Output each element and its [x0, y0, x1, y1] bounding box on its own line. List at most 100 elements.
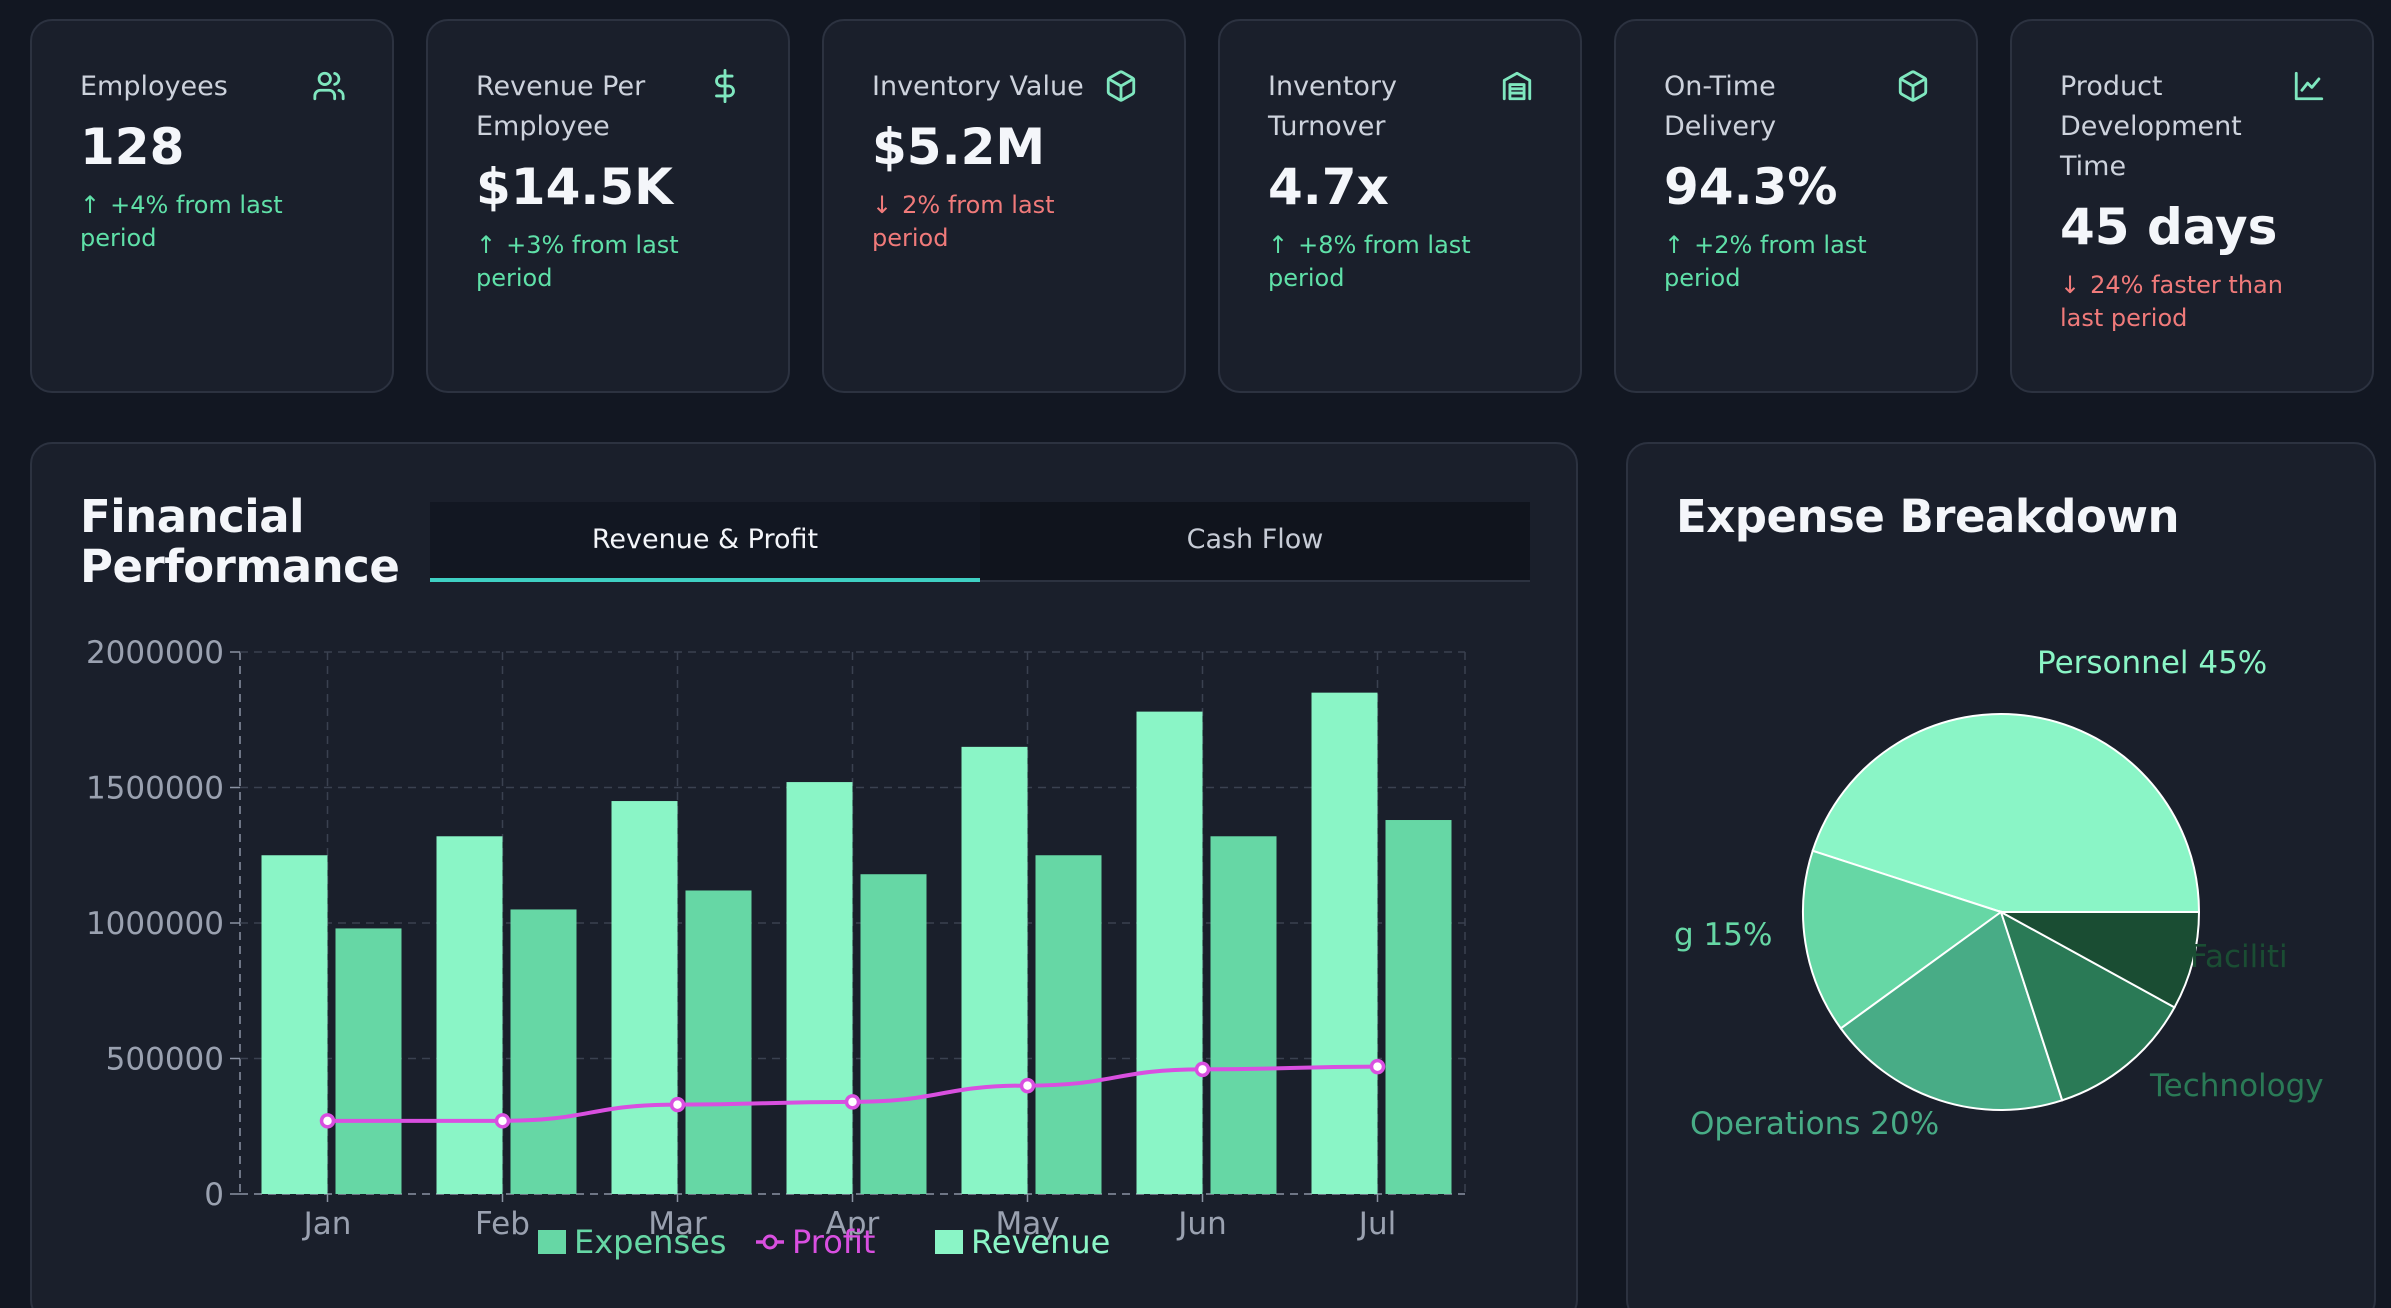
pie-label: g 15%: [1674, 917, 1772, 953]
y-tick-label: 2000000: [86, 635, 224, 671]
users-icon: [313, 71, 345, 101]
tab-cash-flow[interactable]: Cash Flow: [1186, 524, 1324, 555]
pie-slice: [1839, 910, 2064, 1111]
pie-slice: [2000, 911, 2201, 1009]
legend-swatch: [538, 1230, 566, 1254]
panel-title: Expense Breakdown: [1676, 490, 2180, 543]
kpi-change: ↓ 24% faster than last period: [2060, 269, 2320, 335]
arrow-down-icon: ↓: [872, 191, 893, 219]
y-tick-label: 1000000: [86, 906, 224, 942]
bar-expenses: [510, 909, 577, 1194]
pie-label: Faciliti: [2190, 939, 2288, 975]
kpi-card-inventory-value[interactable]: Inventory Value $5.2M ↓ 2% from last peri…: [822, 19, 1186, 393]
legend-swatch-point: [762, 1234, 778, 1250]
kpi-value: 128: [80, 118, 185, 176]
point-profit: [494, 1113, 511, 1129]
pie-slice: [1802, 849, 2004, 1030]
x-tick-label: May: [995, 1206, 1059, 1242]
financial-bar-chart: 0 500000 1000000 1500000 2000000 Jan Feb Mar Apr…: [86, 635, 1466, 1261]
kpi-change-text: 24% faster than last period: [2060, 271, 2283, 332]
y-tick-label: 500000: [106, 1042, 224, 1078]
point-profit: [319, 1113, 336, 1129]
bar-revenue: [1136, 711, 1203, 1194]
kpi-change: ↑ +2% from last period: [1664, 229, 1924, 295]
kpi-card-employees[interactable]: Employees 128 ↑ +4% from last period: [30, 19, 394, 393]
kpi-title: Product Development Time: [2060, 71, 2242, 182]
pie-slice: [1811, 713, 2201, 913]
expense-pie-chart: Personnel 45% g 15% Operations 20% Technolo…: [1674, 645, 2324, 1142]
arrow-up-icon: ↑: [1664, 231, 1685, 259]
legend-label: Expenses: [574, 1223, 726, 1261]
bar-revenue: [961, 746, 1028, 1194]
kpi-change: ↑ +4% from last period: [80, 189, 340, 255]
kpi-card-on-time-delivery[interactable]: On-Time Delivery 94.3% ↑ +2% from last pe…: [1614, 19, 1978, 393]
kpi-value: 94.3%: [1664, 158, 1838, 216]
kpi-title: Inventory Turnover: [1268, 71, 1397, 142]
arrow-up-icon: ↑: [1268, 231, 1289, 259]
kpi-value: 4.7x: [1268, 158, 1389, 216]
tab-bar: Revenue & Profit Cash Flow: [430, 502, 1530, 582]
x-tick-label: Jul: [1357, 1206, 1396, 1242]
line-chart-icon: [2294, 71, 2324, 101]
x-tick-label: Jun: [1176, 1206, 1226, 1242]
kpi-title: Inventory Value: [872, 71, 1084, 102]
bar-expenses: [1385, 820, 1452, 1194]
y-tick-label: 1500000: [86, 771, 224, 807]
kpi-change-text: +3% from last period: [476, 231, 679, 292]
point-profit: [1194, 1061, 1211, 1078]
arrow-down-icon: ↓: [2060, 271, 2081, 299]
box-icon: [1106, 70, 1136, 102]
arrow-up-icon: ↑: [476, 231, 497, 259]
box-icon: [1898, 70, 1928, 102]
kpi-card-product-development-time[interactable]: Product Development Time 45 days ↓ 24% fa…: [2010, 19, 2374, 393]
bar-expenses: [1035, 855, 1102, 1194]
y-tick-label: 0: [204, 1177, 224, 1213]
kpi-change-text: +8% from last period: [1268, 231, 1471, 292]
bar-revenue: [786, 782, 853, 1194]
point-profit: [1019, 1077, 1036, 1094]
x-tick-label: Apr: [826, 1206, 880, 1242]
kpi-change-text: +2% from last period: [1664, 231, 1867, 292]
kpi-change: ↑ +3% from last period: [476, 229, 736, 295]
financial-performance-panel: Financial Performance Revenue & Profit C…: [30, 442, 1578, 1308]
kpi-title: Employees: [80, 71, 228, 102]
point-profit: [1369, 1058, 1386, 1075]
bar-revenue: [611, 801, 678, 1194]
pie-label: Personnel 45%: [2037, 645, 2267, 681]
kpi-change: ↑ +8% from last period: [1268, 229, 1528, 295]
kpi-value: $14.5K: [476, 158, 673, 216]
point-profit: [669, 1096, 686, 1113]
kpi-card-revenue-per-employee[interactable]: Revenue Per Employee $14.5K ↑ +3% from la…: [426, 19, 790, 393]
arrow-up-icon: ↑: [80, 191, 101, 219]
kpi-change-text: 2% from last period: [872, 191, 1055, 252]
pie-slice: [1999, 909, 2176, 1102]
bar-expenses: [335, 928, 402, 1194]
bar-expenses: [1210, 836, 1277, 1194]
kpi-change-text: +4% from last period: [80, 191, 283, 252]
legend-label: Revenue: [971, 1223, 1110, 1261]
x-tick-label: Mar: [648, 1206, 707, 1242]
kpi-title: Revenue Per Employee: [476, 71, 646, 142]
x-tick-label: Feb: [475, 1206, 530, 1242]
bar-expenses: [685, 890, 752, 1194]
warehouse-icon: [1502, 71, 1532, 101]
legend-swatch: [935, 1230, 963, 1254]
bar-revenue: [261, 855, 328, 1194]
pie-label: Operations 20%: [1690, 1106, 1939, 1142]
bar-revenue: [436, 836, 503, 1194]
dollar-icon: [715, 69, 735, 103]
kpi-value: $5.2M: [872, 118, 1046, 176]
pie-label: Technology: [2149, 1068, 2324, 1104]
kpi-card-inventory-turnover[interactable]: Inventory Turnover 4.7x ↑ +8% from last p…: [1218, 19, 1582, 393]
panel-title: Financial Performance: [80, 490, 400, 593]
kpi-row: Employees 128 ↑ +4% from last period Reve…: [30, 19, 2376, 393]
point-profit: [844, 1094, 861, 1110]
tab-revenue-profit[interactable]: Revenue & Profit: [430, 502, 980, 582]
legend-label: Profit: [792, 1223, 875, 1261]
bar-revenue: [1311, 692, 1378, 1194]
kpi-change: ↓ 2% from last period: [872, 189, 1132, 255]
expense-breakdown-panel: Expense Breakdown Personnel 45% g 15% Oper…: [1626, 442, 2376, 1308]
kpi-value: 45 days: [2060, 198, 2278, 256]
kpi-title: On-Time Delivery: [1664, 71, 1777, 142]
bar-expenses: [860, 874, 927, 1194]
